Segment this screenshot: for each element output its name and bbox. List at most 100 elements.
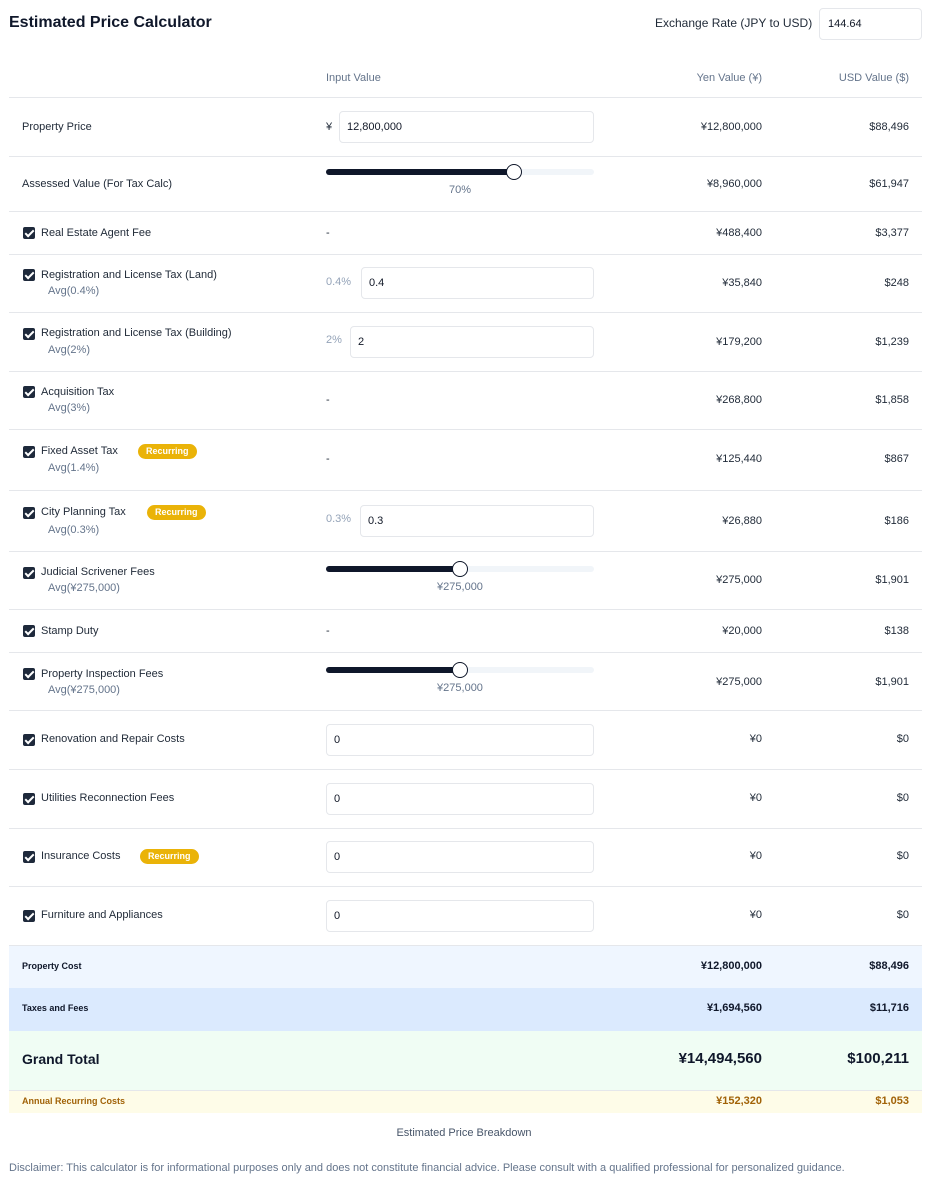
usd-value: $0: [896, 792, 909, 804]
percent-hint: 0.3%: [326, 513, 352, 525]
yen-value: ¥268,800: [716, 394, 762, 406]
table-caption: Estimated Price Breakdown: [396, 1127, 532, 1139]
row-label: Property Inspection Fees: [41, 668, 164, 680]
slider-fill: [326, 667, 460, 673]
input-value: -: [326, 453, 330, 465]
summary-annual-recurring: Annual Recurring Costs ¥152,320 $1,053: [9, 1091, 922, 1113]
slider-handle[interactable]: [452, 662, 468, 678]
property-price-input[interactable]: [339, 111, 594, 143]
renovation-checkbox[interactable]: [23, 734, 35, 746]
insurance-input[interactable]: [326, 841, 594, 873]
row-label: Insurance Costs: [41, 850, 121, 862]
row-label: Registration and License Tax (Land): [41, 269, 217, 281]
row-property-price: Property Price ¥ ¥12,800,000 $88,496: [9, 98, 922, 157]
usd-value: $248: [884, 277, 909, 289]
acquisition-tax-checkbox[interactable]: [23, 386, 35, 398]
slider-value: ¥275,000: [437, 581, 483, 593]
renovation-input[interactable]: [326, 724, 594, 756]
usd-value: $3,377: [875, 227, 909, 239]
recurring-badge: Recurring: [140, 849, 199, 864]
slider-handle[interactable]: [506, 164, 522, 180]
judicial-scrivener-checkbox[interactable]: [23, 567, 35, 579]
row-label: Assessed Value (For Tax Calc): [22, 178, 172, 190]
slider-value: 70%: [448, 184, 472, 196]
row-judicial-scrivener: Judicial Scrivener Fees Avg(¥275,000) ¥2…: [9, 552, 922, 610]
row-agent-fee: Real Estate Agent Fee - ¥488,400 $3,377: [9, 212, 922, 255]
recurring-usd: $1,053: [875, 1095, 909, 1107]
disclaimer: Disclaimer: This calculator is for infor…: [9, 1162, 845, 1174]
row-assessed-value: Assessed Value (For Tax Calc) 70% ¥8,960…: [9, 157, 922, 212]
usd-value: $1,239: [875, 336, 909, 348]
row-renovation: Renovation and Repair Costs ¥0 $0: [9, 711, 922, 770]
agent-fee-checkbox[interactable]: [23, 227, 35, 239]
utilities-input[interactable]: [326, 783, 594, 815]
header: Estimated Price Calculator Exchange Rate…: [0, 0, 928, 48]
row-average: Avg(¥275,000): [48, 582, 120, 594]
slider-value: ¥275,000: [437, 682, 483, 694]
usd-value: $88,496: [869, 121, 909, 133]
summary-label: Taxes and Fees: [22, 1003, 89, 1013]
usd-value: $0: [896, 909, 909, 921]
row-label: Acquisition Tax: [41, 386, 115, 398]
grand-total-yen: ¥14,494,560: [678, 1050, 762, 1067]
registration-land-input[interactable]: [361, 267, 594, 299]
yen-value: ¥0: [749, 733, 762, 745]
row-average: Avg(0.3%): [48, 524, 100, 536]
yen-value: ¥0: [749, 909, 762, 921]
row-average: Avg(0.4%): [48, 285, 100, 297]
row-label: Renovation and Repair Costs: [41, 733, 185, 745]
yen-value: ¥275,000: [716, 676, 762, 688]
row-city-planning-tax: City Planning Tax Recurring Avg(0.3%) 0.…: [9, 491, 922, 552]
column-header-input: Input Value: [326, 72, 381, 84]
summary-usd: $11,716: [869, 1002, 909, 1014]
row-furniture: Furniture and Appliances ¥0 $0: [9, 887, 922, 946]
row-label: Property Price: [22, 121, 92, 133]
column-header-usd: USD Value ($): [838, 72, 909, 84]
row-property-inspection: Property Inspection Fees Avg(¥275,000) ¥…: [9, 653, 922, 711]
usd-value: $0: [896, 733, 909, 745]
row-insurance: Insurance Costs Recurring ¥0 $0: [9, 829, 922, 887]
summary-property-cost: Property Cost ¥12,800,000 $88,496: [9, 946, 922, 988]
city-planning-input[interactable]: [360, 505, 594, 537]
slider-fill: [326, 566, 460, 572]
usd-value: $0: [896, 850, 909, 862]
property-inspection-checkbox[interactable]: [23, 668, 35, 680]
slider-handle[interactable]: [452, 561, 468, 577]
judicial-scrivener-slider[interactable]: [326, 561, 594, 577]
utilities-checkbox[interactable]: [23, 793, 35, 805]
grand-total-label: Grand Total: [22, 1051, 100, 1067]
furniture-input[interactable]: [326, 900, 594, 932]
column-header-yen: Yen Value (¥): [696, 72, 762, 84]
insurance-checkbox[interactable]: [23, 851, 35, 863]
registration-land-checkbox[interactable]: [23, 269, 35, 281]
yen-prefix: ¥: [326, 121, 333, 133]
summary-label: Property Cost: [22, 961, 82, 971]
yen-value: ¥275,000: [716, 574, 762, 586]
yen-value: ¥26,880: [722, 515, 762, 527]
page-title: Estimated Price Calculator: [9, 14, 212, 31]
row-acquisition-tax: Acquisition Tax Avg(3%) - ¥268,800 $1,85…: [9, 372, 922, 430]
summary-grand-total: Grand Total ¥14,494,560 $100,211: [9, 1031, 922, 1091]
registration-building-input[interactable]: [350, 326, 594, 358]
registration-building-checkbox[interactable]: [23, 328, 35, 340]
row-fixed-asset-tax: Fixed Asset Tax Recurring Avg(1.4%) - ¥1…: [9, 430, 922, 491]
row-label: Real Estate Agent Fee: [41, 227, 152, 239]
summary-taxes-fees: Taxes and Fees ¥1,694,560 $11,716: [9, 988, 922, 1031]
city-planning-tax-checkbox[interactable]: [23, 507, 35, 519]
assessed-value-slider[interactable]: [326, 164, 594, 180]
yen-value: ¥179,200: [716, 336, 762, 348]
header-divider: [9, 97, 922, 98]
furniture-checkbox[interactable]: [23, 910, 35, 922]
exchange-rate-input[interactable]: [819, 8, 922, 40]
slider-fill: [326, 169, 514, 175]
property-inspection-slider[interactable]: [326, 662, 594, 678]
row-average: Avg(1.4%): [48, 462, 100, 474]
usd-value: $1,901: [875, 676, 909, 688]
input-value: -: [326, 625, 330, 637]
stamp-duty-checkbox[interactable]: [23, 625, 35, 637]
row-label: City Planning Tax: [41, 506, 126, 518]
fixed-asset-tax-checkbox[interactable]: [23, 446, 35, 458]
row-label: Stamp Duty: [41, 625, 99, 637]
yen-value: ¥488,400: [716, 227, 762, 239]
usd-value: $138: [884, 625, 909, 637]
